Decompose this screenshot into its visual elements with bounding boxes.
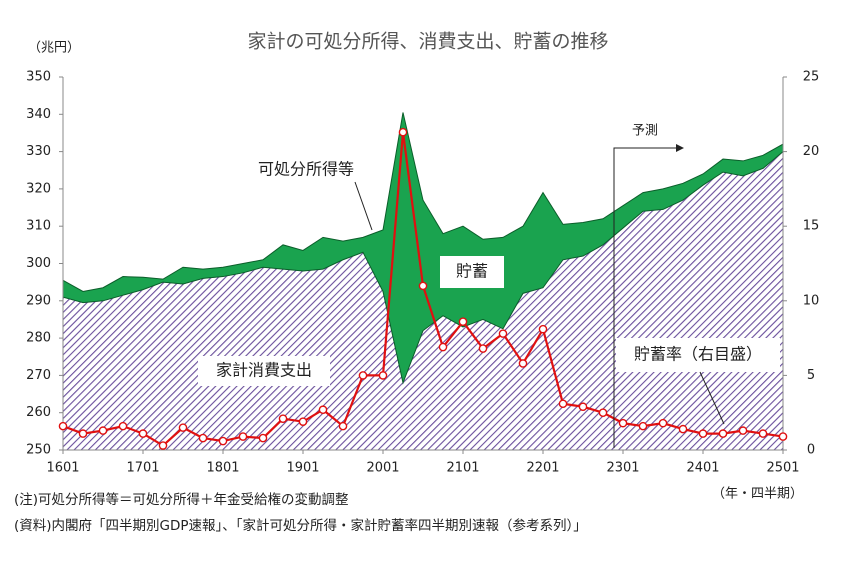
rate-marker xyxy=(698,429,708,438)
rate-marker xyxy=(578,402,588,412)
leader xyxy=(699,371,725,425)
note: (注)可処分所得等＝可処分所得＋年金受給権の変動調整 xyxy=(14,491,349,508)
rate-marker xyxy=(298,417,308,426)
rate-marker xyxy=(558,399,568,409)
rate-marker xyxy=(538,324,548,334)
rate-marker xyxy=(258,433,268,443)
y2-tick-label: 25 xyxy=(803,70,820,85)
rate-marker xyxy=(198,433,208,443)
x-axis-label: （年・四半期） xyxy=(712,487,803,502)
annotation: 可処分所得等 xyxy=(258,160,354,179)
rate-marker xyxy=(498,329,508,338)
y-tick-label: 290 xyxy=(26,293,51,308)
annotation: 予測 xyxy=(632,124,658,139)
rate-marker xyxy=(678,424,688,434)
rate-marker xyxy=(178,423,188,432)
y2-tick-label: 5 xyxy=(807,368,815,383)
y-axis-label: （兆円） xyxy=(28,41,80,56)
rate-marker xyxy=(218,436,228,446)
rate-marker xyxy=(738,426,748,435)
rate-marker xyxy=(338,421,348,431)
rate-marker xyxy=(138,429,148,438)
y-tick-label: 310 xyxy=(26,219,51,234)
rate-marker xyxy=(658,418,668,428)
y2-tick-label: 15 xyxy=(803,219,820,234)
y2-tick-label: 10 xyxy=(803,293,820,308)
label-bg xyxy=(440,256,504,288)
y-tick-label: 280 xyxy=(26,331,51,346)
x-tick-label: 2201 xyxy=(526,461,559,476)
rate-marker xyxy=(278,414,288,423)
y-tick-label: 260 xyxy=(26,405,51,420)
y-tick-label: 250 xyxy=(26,443,51,458)
x-tick-label: 1801 xyxy=(206,461,239,476)
rate-marker xyxy=(118,421,128,431)
rate-marker xyxy=(618,418,628,428)
rate-marker xyxy=(358,371,368,380)
annotation: 貯蓄率（右目盛） xyxy=(634,345,762,364)
y-tick-label: 350 xyxy=(26,70,51,85)
chart-title: 家計の可処分所得、消費支出、貯蓄の推移 xyxy=(247,31,608,53)
x-tick-label: 2301 xyxy=(606,461,639,476)
rate-marker xyxy=(518,359,528,368)
rate-marker xyxy=(458,317,468,326)
x-tick-label: 1901 xyxy=(286,461,319,476)
rate-marker xyxy=(598,408,608,418)
y-tick-label: 330 xyxy=(26,144,51,159)
arrow-head xyxy=(676,144,684,152)
rate-marker xyxy=(718,429,728,438)
y-tick-label: 340 xyxy=(26,107,51,122)
note: (資料)内閣府「四半期別GDP速報」、「家計可処分所得・家計貯蓄率四半期別速報（… xyxy=(14,517,587,534)
rate-marker xyxy=(478,344,488,353)
rate-marker xyxy=(418,281,428,291)
y2-tick-label: 20 xyxy=(803,144,820,159)
y-tick-label: 320 xyxy=(26,181,51,196)
rate-marker xyxy=(58,421,68,431)
x-tick-label: 2501 xyxy=(766,461,799,476)
rate-marker xyxy=(98,426,108,435)
annotation: 家計消費支出 xyxy=(216,361,312,380)
y2-tick-label: 0 xyxy=(807,443,815,458)
x-tick-label: 2101 xyxy=(446,461,479,476)
rate-marker xyxy=(398,127,408,137)
y-tick-label: 270 xyxy=(26,368,51,383)
rate-marker xyxy=(158,441,168,450)
rate-marker xyxy=(318,405,328,415)
forecast-arrow xyxy=(613,147,680,448)
leader xyxy=(354,181,373,231)
x-tick-label: 1701 xyxy=(126,461,159,476)
annotation: 貯蓄 xyxy=(456,262,488,281)
label-bg xyxy=(198,356,330,386)
x-tick-label: 2401 xyxy=(686,461,719,476)
x-tick-label: 2001 xyxy=(366,461,399,476)
rate-marker xyxy=(638,421,648,431)
x-tick-label: 1601 xyxy=(46,461,79,476)
rate-marker xyxy=(378,371,388,380)
rate-marker xyxy=(238,432,248,441)
label-bg xyxy=(616,338,780,372)
rate-marker xyxy=(78,429,88,438)
rate-marker xyxy=(758,429,768,438)
y-tick-label: 300 xyxy=(26,256,51,271)
rate-marker xyxy=(778,432,788,441)
rate-marker xyxy=(438,342,448,352)
